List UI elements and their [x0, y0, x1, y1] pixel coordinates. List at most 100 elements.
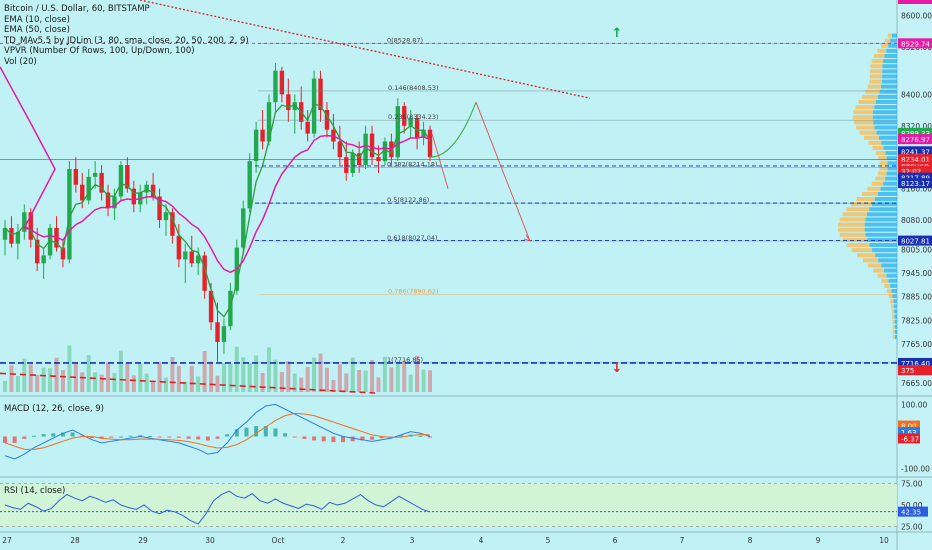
macd-badge [898, 427, 920, 438]
fib-level-label: 0.146(8408.53) [388, 84, 439, 92]
x-tick-label: 5 [546, 536, 551, 545]
vp-bar-down [871, 181, 884, 186]
volume-bar [324, 367, 329, 392]
x-tick-label: 28 [70, 536, 80, 545]
volume-bar [286, 361, 291, 392]
macd-badge [898, 420, 920, 431]
vp-bar-down [856, 197, 875, 202]
macd-hist-bar [167, 436, 172, 438]
price-badge [898, 235, 932, 246]
vp-bar-down [891, 304, 894, 309]
rsi-y-tick: 50.00 [901, 501, 923, 510]
macd-hist-bar [244, 427, 249, 437]
vp-bar-up [874, 105, 897, 110]
vp-bar-down [861, 94, 878, 99]
projection-short-path [431, 133, 449, 189]
price-badge-label: 8529.74 [901, 40, 930, 48]
volume-bar [54, 357, 59, 392]
x-tick-label: 10 [879, 536, 889, 545]
legend-ema50: EMA (50, close) [4, 25, 70, 36]
volume-bar [189, 366, 194, 392]
candle-body [105, 192, 111, 209]
macd-hist-bar [283, 433, 288, 437]
vp-bar-up [890, 283, 897, 288]
candle-body [189, 251, 194, 264]
volume-bar [118, 350, 123, 392]
volume-bar [215, 375, 220, 392]
macd-hist-bar [186, 436, 191, 439]
volume-bar [267, 347, 272, 392]
vp-bar-up [880, 186, 897, 191]
vp-bar-down [868, 140, 882, 145]
vp-bar-down [838, 227, 865, 232]
candle-body [22, 212, 27, 232]
macd-hist-bar [89, 436, 94, 439]
fib-level-label: 1(7716.85) [387, 356, 423, 364]
volume-bar [163, 377, 168, 392]
volume-bar [99, 374, 104, 392]
vp-bar-up [864, 222, 897, 227]
candle-body [112, 196, 117, 209]
macd-histogram [3, 426, 432, 443]
volume-bar [196, 376, 201, 392]
volume-bar [157, 362, 162, 392]
candle-body [324, 110, 330, 130]
candle-body [9, 227, 14, 244]
vp-bar-down [879, 161, 888, 166]
vp-bar-up [882, 64, 897, 69]
macd-hist-bar [41, 434, 46, 437]
vp-bar-down [867, 186, 881, 191]
ema50-line [0, 66, 431, 274]
macd-hist-bar [399, 435, 404, 437]
volume-bar [221, 363, 226, 392]
x-tick-label: Oct [272, 536, 285, 545]
vp-bar-down [881, 43, 889, 48]
vp-bar-down [858, 99, 876, 104]
vp-bar-up [876, 130, 897, 135]
top-price-badge [898, 0, 932, 4]
candle-body [356, 153, 362, 166]
candle-body [408, 117, 413, 126]
candle-body [86, 176, 91, 201]
vp-bar-up [885, 151, 897, 156]
vp-bar-up [883, 59, 897, 64]
downtrend-line [139, 0, 591, 99]
volume-bar [395, 361, 400, 392]
volume-bar [80, 372, 85, 392]
price-badge-label: 32:02 [901, 168, 921, 176]
vp-bar-down [851, 248, 873, 253]
candle-body [350, 153, 355, 173]
volume-bar [9, 365, 14, 392]
vp-bar-down [877, 171, 887, 176]
vp-bar-down [853, 110, 874, 115]
candle-body [118, 165, 124, 197]
volume-bar [3, 381, 7, 392]
vp-bar-down [871, 59, 884, 64]
vp-bar-down [863, 135, 879, 140]
candle-body [369, 133, 375, 158]
vp-bar-down [842, 237, 868, 242]
candle-body [60, 247, 66, 260]
vp-bar-down [879, 166, 888, 171]
vp-bar-down [884, 283, 891, 288]
volume-bar [247, 363, 252, 392]
volume-bar [15, 376, 20, 392]
candle-body [273, 70, 278, 103]
candle-body [15, 231, 21, 244]
rsi-label: RSI (14, close) [4, 486, 66, 496]
vp-bar-down [857, 253, 876, 258]
candle-body [414, 117, 420, 138]
volume-bar [421, 369, 426, 392]
vp-bar-up [887, 161, 897, 166]
macd-hist-bar [379, 436, 384, 439]
candle-body [376, 157, 381, 162]
vp-bar-up [886, 48, 897, 53]
candle-body [305, 121, 310, 134]
candle-body [34, 239, 40, 264]
y-tick-label: 8080.00 [901, 216, 932, 225]
vp-bar-up [894, 314, 897, 319]
candle-body [92, 172, 98, 177]
macd-hist-bar [70, 432, 75, 437]
legend-ema10: EMA (10, close) [4, 14, 70, 25]
